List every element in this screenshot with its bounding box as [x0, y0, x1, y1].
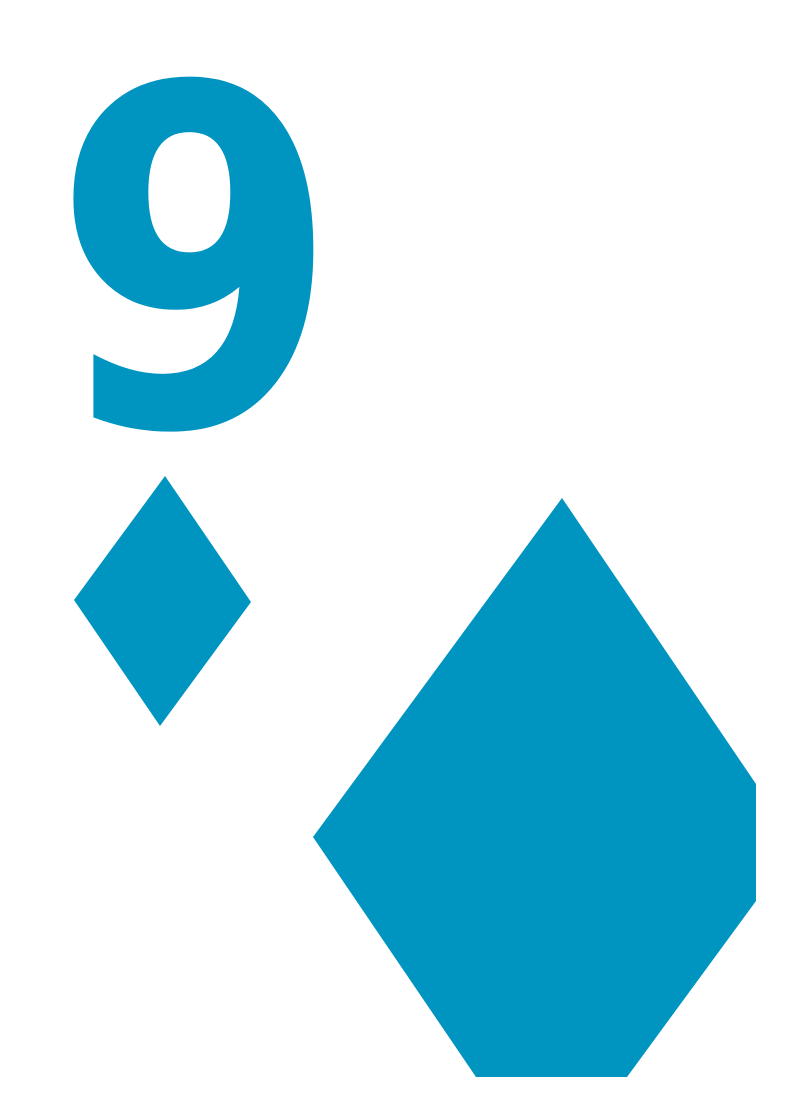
center-diamond-icon: [313, 498, 756, 1077]
card-rank: 9: [52, 0, 340, 536]
corner-diamond-shape: [74, 476, 251, 726]
corner-diamond-icon: [74, 476, 251, 726]
center-diamond-shape: [313, 498, 756, 1077]
